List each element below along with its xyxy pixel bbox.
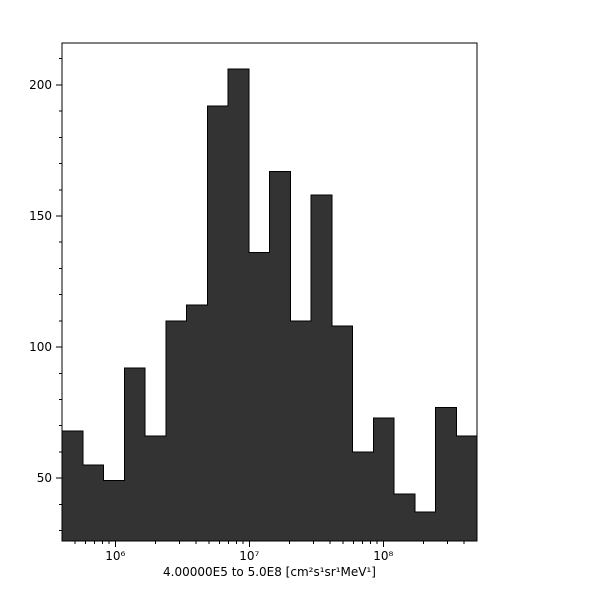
y-axis-tick-label: 100: [29, 340, 52, 354]
x-axis-label: 4.00000E5 to 5.0E8 [cm²s¹sr¹MeV¹]: [163, 565, 376, 579]
y-axis-tick-label: 150: [29, 209, 52, 223]
x-axis-tick-label: 10⁸: [373, 549, 393, 563]
x-axis-tick-label: 10⁶: [105, 549, 125, 563]
plot-frame: [61, 42, 478, 542]
y-axis-tick-label: 50: [37, 471, 52, 485]
y-axis-tick-label: 200: [29, 78, 52, 92]
histogram-bars: [61, 68, 478, 542]
x-axis-tick-label: 10⁷: [239, 549, 259, 563]
